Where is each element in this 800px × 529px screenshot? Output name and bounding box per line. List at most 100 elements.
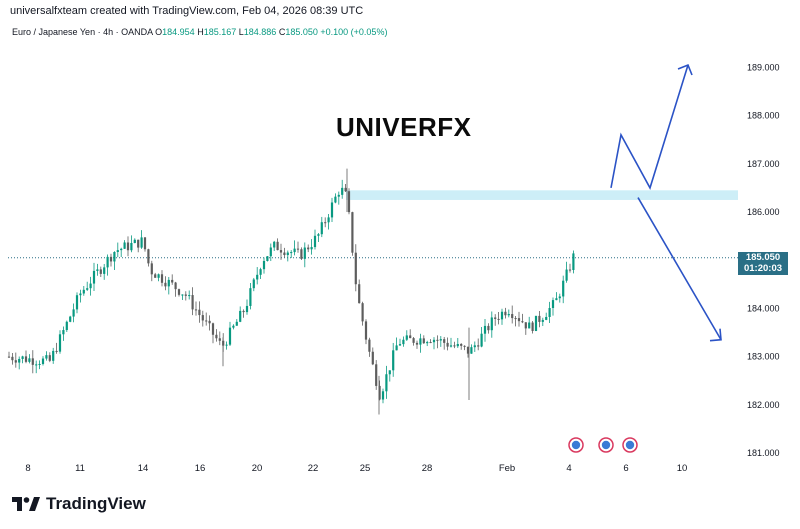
candle-body <box>262 260 266 270</box>
candle-body <box>385 374 388 392</box>
open-value: 184.954 <box>162 27 195 37</box>
candle-body <box>351 212 354 253</box>
candle-body <box>341 187 344 195</box>
tradingview-logo[interactable]: TradingView <box>12 494 146 514</box>
candle-body <box>562 280 565 297</box>
x-tick-label: Feb <box>499 463 515 474</box>
candle-body <box>157 274 160 278</box>
candle-body <box>150 263 153 275</box>
candle-body <box>208 320 211 324</box>
candle-body <box>41 358 45 364</box>
candle-body <box>137 239 140 248</box>
candle-body <box>514 318 517 320</box>
candle-body <box>198 309 201 316</box>
candle-body <box>300 249 303 259</box>
candle-body <box>436 339 439 341</box>
candle-body <box>181 294 184 296</box>
candle-body <box>38 363 41 365</box>
candle-body <box>140 237 143 248</box>
candle-body <box>62 330 65 335</box>
candle-body <box>402 339 405 345</box>
candle-body <box>191 295 194 310</box>
resistance-zone[interactable] <box>346 190 738 200</box>
candle-body <box>473 345 476 348</box>
candle-body <box>266 256 269 261</box>
candle-body <box>82 289 85 294</box>
low-value: 184.886 <box>243 27 277 37</box>
candle-body <box>24 356 28 362</box>
symbol-legend: Euro / Japanese Yen · 4h · OANDA O184.95… <box>12 27 387 37</box>
y-tick-label: 186.000 <box>747 207 780 217</box>
candle-body <box>324 222 327 224</box>
candle-body <box>531 322 534 331</box>
symbol-name[interactable]: Euro / Japanese Yen · 4h · OANDA <box>12 27 153 37</box>
event-flag-icon <box>601 440 611 450</box>
x-tick-label: 8 <box>25 463 30 474</box>
candle-body <box>194 309 198 311</box>
bar-countdown: 01:20:03 <box>743 263 783 274</box>
bearish-projection-arrow[interactable] <box>637 197 722 341</box>
candle-body <box>99 269 102 274</box>
candle-body <box>541 319 544 322</box>
candle-body <box>225 344 228 346</box>
candle-body <box>429 342 432 344</box>
candle-body <box>283 252 286 256</box>
candle-body <box>361 303 364 322</box>
bullish-projection-arrow[interactable] <box>610 64 689 190</box>
candle-body <box>21 356 24 359</box>
event-flag-icon <box>625 440 635 450</box>
candle-body <box>11 356 14 361</box>
candle-body <box>120 248 123 251</box>
candle-body <box>52 350 55 361</box>
candle-body <box>96 269 99 271</box>
candle-body <box>269 247 272 257</box>
candle-body <box>545 316 548 320</box>
candle-body <box>28 358 31 362</box>
candle-body <box>347 191 351 213</box>
x-tick-label: 28 <box>422 463 433 474</box>
candle-body <box>72 309 75 317</box>
candle-body <box>392 350 395 371</box>
candle-body <box>133 239 136 243</box>
candle-body <box>174 282 177 290</box>
candle-body <box>69 316 72 322</box>
x-tick-label: 10 <box>677 463 688 474</box>
candle-body <box>480 333 483 347</box>
candle-body <box>307 247 310 250</box>
candle-body <box>572 253 575 271</box>
candle-body <box>334 196 337 203</box>
candle-body <box>534 315 538 331</box>
y-tick-label: 183.000 <box>747 352 780 362</box>
candle-body <box>154 274 157 278</box>
candle-body <box>252 279 255 289</box>
candle-body <box>422 338 425 344</box>
candle-body <box>184 294 187 296</box>
candle-body <box>398 344 402 346</box>
candle-body <box>453 345 456 347</box>
candle-body <box>568 269 572 271</box>
candle-body <box>218 338 221 341</box>
candle-body <box>327 217 330 223</box>
candle-body <box>388 370 391 375</box>
candle-body <box>293 248 296 253</box>
candle-body <box>412 338 415 343</box>
candle-body <box>443 339 446 343</box>
candle-body <box>130 242 133 251</box>
candle-body <box>517 318 521 322</box>
candle-body <box>86 288 89 290</box>
x-tick-label: 20 <box>252 463 263 474</box>
candle-body <box>228 327 232 345</box>
candle-body <box>310 247 313 250</box>
event-flag-icon <box>571 440 581 450</box>
candle-body <box>279 250 283 253</box>
candle-body <box>235 321 238 326</box>
candle-body <box>419 338 422 345</box>
close-value: 185.050 <box>285 27 318 37</box>
candle-body <box>276 241 279 251</box>
candle-body <box>409 335 412 339</box>
candle-body <box>31 358 34 365</box>
candle-body <box>7 356 11 358</box>
candle-body <box>368 339 371 352</box>
y-tick-label: 184.000 <box>747 303 780 313</box>
